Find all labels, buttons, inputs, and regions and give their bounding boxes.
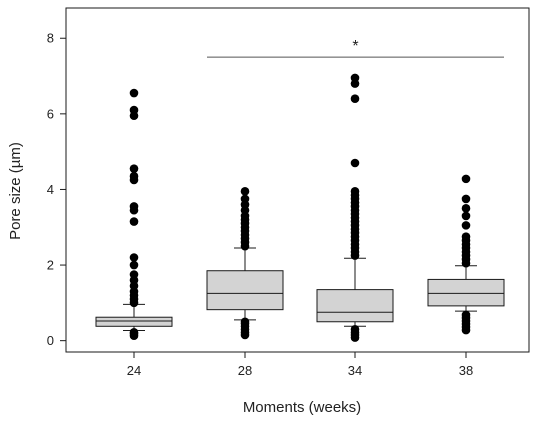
boxes-layer xyxy=(95,73,505,342)
y-tick-label: 8 xyxy=(47,31,54,46)
box-group xyxy=(316,73,394,342)
box-group xyxy=(206,187,284,340)
outlier-point xyxy=(350,73,360,83)
outlier-point xyxy=(350,325,360,334)
box-group xyxy=(427,174,505,335)
outlier-point xyxy=(461,232,471,242)
outlier-point xyxy=(461,310,471,320)
box-iqr xyxy=(427,278,505,307)
x-tick-label: 24 xyxy=(127,363,141,378)
outlier-point xyxy=(350,158,360,168)
outlier-point xyxy=(350,94,360,104)
outlier-point xyxy=(240,317,250,327)
y-axis-title: Pore size (µm) xyxy=(7,142,24,240)
significance-layer: * xyxy=(207,38,504,58)
box-iqr xyxy=(206,270,284,311)
outlier-point xyxy=(129,270,139,279)
y-tick-label: 0 xyxy=(47,333,54,348)
outlier-point xyxy=(129,253,139,262)
x-tick-label: 38 xyxy=(459,363,473,378)
box-iqr xyxy=(95,316,173,327)
y-tick-label: 6 xyxy=(47,106,54,121)
x-tick-label: 34 xyxy=(348,363,362,378)
x-tick-label: 28 xyxy=(238,363,252,378)
y-tick-label: 2 xyxy=(47,258,54,273)
outlier-point xyxy=(129,328,139,337)
x-axis-title: Moments (weeks) xyxy=(243,399,361,416)
outlier-point xyxy=(461,221,471,230)
outlier-point xyxy=(240,187,250,196)
box-iqr xyxy=(316,289,394,323)
outlier-point xyxy=(461,194,471,204)
outlier-point xyxy=(129,202,139,211)
outlier-point xyxy=(129,105,139,115)
outlier-point xyxy=(129,171,139,181)
outlier-point xyxy=(129,260,139,270)
outlier-point xyxy=(129,217,139,226)
plot-frame xyxy=(65,7,530,353)
outlier-point xyxy=(461,174,471,184)
significance-marker: * xyxy=(352,38,358,55)
outlier-point xyxy=(461,211,471,221)
outlier-point xyxy=(240,194,250,204)
box-group xyxy=(95,88,173,341)
y-tick-label: 4 xyxy=(47,182,54,197)
outlier-point xyxy=(129,88,139,98)
outlier-point xyxy=(350,187,360,196)
outlier-point xyxy=(129,164,139,173)
outlier-point xyxy=(461,204,471,213)
